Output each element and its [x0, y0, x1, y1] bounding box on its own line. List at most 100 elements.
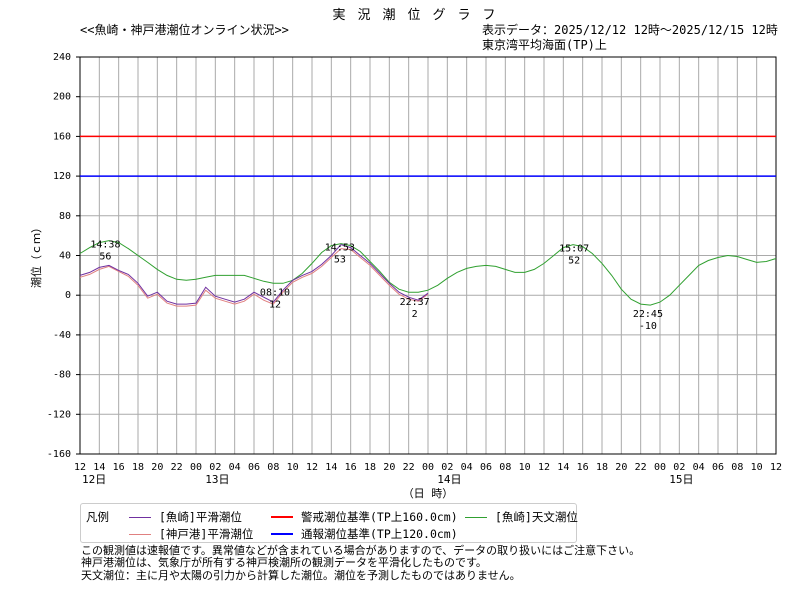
- y-tick-label: 240: [53, 52, 71, 63]
- note-line: 天文潮位：主に月や太陽の引力から計算した潮位。潮位を予測したものではありません。: [81, 568, 521, 582]
- x-tick-label: 08: [731, 462, 743, 473]
- notes: この観測値は速報値です。異常値などが含まれている場合がありますので、データの取り…: [81, 544, 641, 582]
- x-tick-label: 14: [93, 462, 105, 473]
- annotation-time: 22:37: [400, 297, 430, 308]
- x-tick-label: 10: [519, 462, 531, 473]
- x-tick-label: 14: [325, 462, 337, 473]
- legend-swatch: [129, 516, 151, 518]
- x-tick-label: 02: [673, 462, 685, 473]
- y-tick-label: 200: [53, 92, 71, 103]
- y-axis-label: 潮位（ｃｍ）: [29, 222, 43, 288]
- page-title: 実況潮位グラフ: [332, 8, 508, 23]
- x-tick-label: 00: [654, 462, 666, 473]
- legend-label: [魚崎]天文潮位: [495, 510, 578, 524]
- annotation-value: 56: [99, 252, 111, 263]
- day-label: 12日: [82, 473, 106, 486]
- y-tick-label: -120: [47, 409, 71, 420]
- y-tick-label: -40: [53, 330, 71, 341]
- legend-label: [神戸港]平滑潮位: [159, 527, 254, 541]
- y-tick-label: -80: [53, 370, 71, 381]
- x-tick-label: 04: [229, 462, 241, 473]
- x-tick-label: 12: [770, 462, 782, 473]
- legend-swatch: [271, 516, 293, 518]
- legend-swatch: [129, 533, 151, 535]
- annotation-value: 12: [269, 299, 281, 310]
- x-tick-label: 18: [132, 462, 144, 473]
- tide-chart: 12 14 16 18 20 22 00 02 04 06 08 10 12 14 16 18 20 22 00 02…: [29, 52, 782, 500]
- annotation-time: 22:45: [633, 309, 663, 320]
- x-tick-label: 16: [577, 462, 589, 473]
- x-tick-label: 06: [480, 462, 492, 473]
- legend-label: 通報潮位基準(TP上120.0cm): [301, 527, 458, 541]
- y-tick-label: 0: [65, 290, 71, 301]
- x-tick-label: 16: [345, 462, 357, 473]
- legend-label: [魚崎]平滑潮位: [159, 510, 242, 524]
- legend-swatch: [465, 516, 487, 518]
- grid: [79, 56, 777, 455]
- x-tick-label: 22: [403, 462, 415, 473]
- x-tick-label: 14: [557, 462, 569, 473]
- x-tick-label: 10: [287, 462, 299, 473]
- x-tick-label: 00: [422, 462, 434, 473]
- day-label: 14日: [437, 473, 461, 486]
- annotation-time: 14:38: [90, 240, 120, 251]
- legend-item-kobe-obs: [神戸港]平滑潮位: [129, 526, 253, 542]
- x-tick-label: 00: [190, 462, 202, 473]
- annotation-time: 08:10: [260, 287, 290, 298]
- x-tick-label: 12: [306, 462, 318, 473]
- x-tick-label: 06: [712, 462, 724, 473]
- legend-item-notice: 通報潮位基準(TP上120.0cm): [271, 526, 458, 542]
- legend-swatch: [271, 533, 293, 535]
- legend-label: 警戒潮位基準(TP上160.0cm): [301, 510, 458, 524]
- annotation-value: 2: [412, 309, 418, 320]
- x-tick-label: 20: [615, 462, 627, 473]
- x-tick-label: 02: [441, 462, 453, 473]
- annotation-time: 14:53: [325, 243, 355, 254]
- legend-title: 凡例: [86, 509, 109, 525]
- annotation-value: 53: [334, 255, 346, 266]
- legend-item-uozaki-obs: [魚崎]平滑潮位: [129, 509, 242, 525]
- datum-label: 東京湾平均海面(TP)上: [482, 38, 607, 52]
- y-tick-label: 80: [59, 211, 71, 222]
- note-line: この観測値は速報値です。異常値などが含まれている場合がありますので、データの取り…: [81, 544, 641, 557]
- x-tick-label: 12: [538, 462, 550, 473]
- x-tick-label: 18: [364, 462, 376, 473]
- legend-item-warning: 警戒潮位基準(TP上160.0cm): [271, 509, 458, 525]
- x-tick-label: 04: [461, 462, 473, 473]
- x-tick-label: 22: [635, 462, 647, 473]
- series-kobe-observed: [79, 248, 429, 307]
- x-axis-label: （日 時）: [403, 487, 454, 500]
- annotation-time: 15:07: [559, 244, 589, 255]
- y-tick-label: -160: [47, 449, 71, 460]
- x-tick-label: 04: [693, 462, 705, 473]
- annotation-value: 52: [568, 256, 580, 267]
- y-tick-label: 40: [59, 251, 71, 262]
- x-tick-label: 18: [596, 462, 608, 473]
- legend-item-astro: [魚崎]天文潮位: [465, 509, 578, 525]
- note-line: 神戸港潮位は、気象庁が所有する神戸検潮所の観測データを平滑化したものです。: [81, 556, 487, 570]
- x-tick-label: 20: [383, 462, 395, 473]
- legend: 凡例 [魚崎]平滑潮位 [神戸港]平滑潮位 警戒潮位基準(TP上160.0cm)…: [80, 503, 578, 543]
- x-tick-label: 12: [74, 462, 86, 473]
- x-tick-label: 20: [151, 462, 163, 473]
- x-tick-label: 08: [267, 462, 279, 473]
- y-tick-label: 160: [53, 131, 71, 142]
- series-uozaki-observed: [79, 244, 429, 305]
- y-tick-label: 120: [53, 171, 71, 182]
- x-tick-label: 22: [171, 462, 183, 473]
- x-tick-label: 10: [751, 462, 763, 473]
- x-tick-label: 02: [209, 462, 221, 473]
- station-subtitle: <<魚崎・神戸港潮位オンライン状況>>: [80, 23, 289, 37]
- annotation-value: -10: [639, 321, 657, 332]
- axis-ticks: 12 14 16 18 20 22 00 02 04 06 08 10 12 14 16 18 20 22 00 02…: [47, 52, 782, 486]
- display-range: 表示データ：2025/12/12 12時～2025/12/15 12時: [482, 23, 778, 37]
- day-label: 13日: [205, 473, 229, 486]
- day-label: 15日: [669, 473, 693, 486]
- x-tick-label: 08: [499, 462, 511, 473]
- legend-title-text: 凡例: [86, 510, 109, 524]
- series-uozaki-astronomical: [79, 240, 777, 306]
- x-tick-label: 06: [248, 462, 260, 473]
- x-tick-label: 16: [113, 462, 125, 473]
